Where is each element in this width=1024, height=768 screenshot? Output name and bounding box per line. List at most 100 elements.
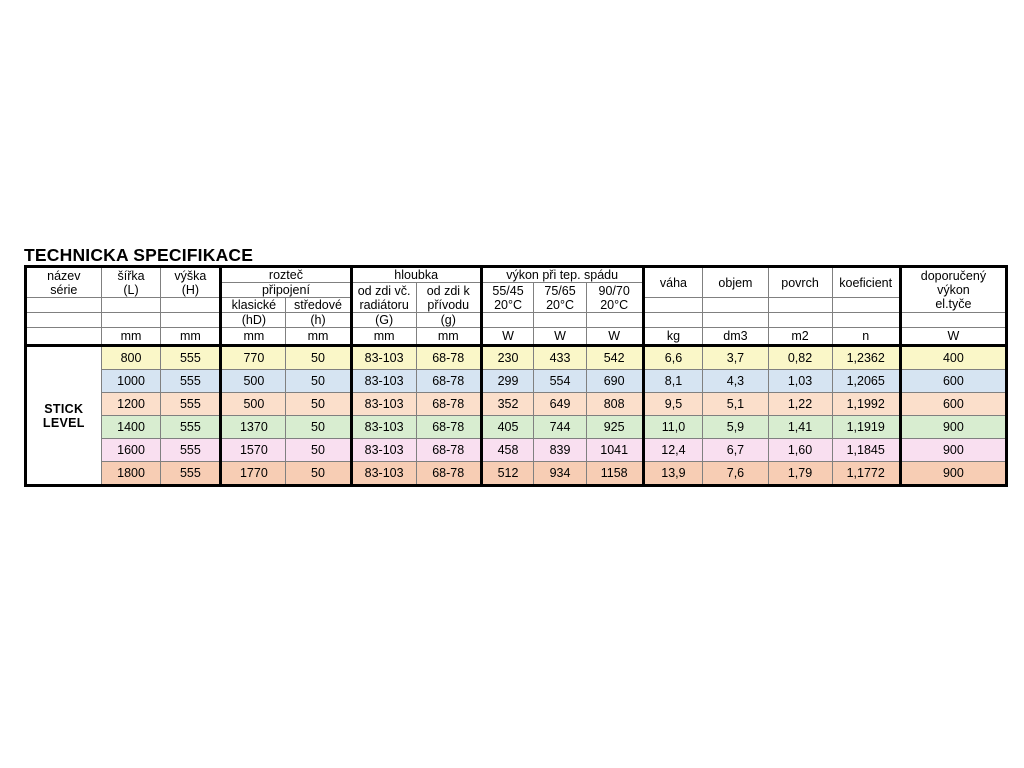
cell-t9070: 925 bbox=[585, 415, 644, 439]
cell-od-zdi-k: 68-78 bbox=[415, 392, 482, 416]
table-header-group: název série šířka (L) výška (H) rozteč h… bbox=[24, 265, 1009, 347]
header-vaha: váha bbox=[641, 265, 704, 298]
cell-vyska: 555 bbox=[160, 345, 222, 370]
cell-od-zdi-vc: 83-103 bbox=[349, 345, 417, 370]
cell-doporuceny: 400 bbox=[898, 345, 1009, 370]
cell-t9070: 542 bbox=[585, 345, 644, 370]
symbol-spacer-vyska bbox=[160, 312, 222, 328]
symbol-spacer-t5545 bbox=[479, 312, 535, 328]
cell-koeficient: 1,1772 bbox=[831, 461, 901, 487]
header-spacer-sirka bbox=[100, 297, 162, 313]
header-klasicke: klasické bbox=[219, 297, 287, 313]
symbol-spacer-t9070 bbox=[585, 312, 644, 328]
unit-vyska: mm bbox=[160, 327, 222, 347]
header-temp-90-70: 90/70 20°C bbox=[585, 282, 644, 313]
table-data-group: STICK LEVEL 800 555 770 50 83-103 68-78 230 433 54… bbox=[24, 345, 1009, 487]
cell-stredove: 50 bbox=[285, 392, 352, 416]
cell-stredove: 50 bbox=[285, 345, 352, 370]
cell-sirka: 1800 bbox=[100, 461, 162, 487]
header-od-zdi-vc-radiatoru: od zdi vč. radiátoru bbox=[349, 282, 417, 313]
cell-doporuceny: 900 bbox=[898, 461, 1009, 487]
cell-objem: 6,7 bbox=[702, 438, 769, 462]
header-temp-55-45: 55/45 20°C bbox=[479, 282, 535, 313]
cell-objem: 5,1 bbox=[702, 392, 769, 416]
cell-vyska: 555 bbox=[160, 392, 222, 416]
table-row: 1400 555 1370 50 83-103 68-78 405 744 925 11,0 5,9… bbox=[26, 415, 1009, 439]
series-name-cell: STICK LEVEL bbox=[24, 345, 102, 487]
header-koeficient: koeficient bbox=[831, 265, 901, 298]
cell-koeficient: 1,1919 bbox=[831, 415, 901, 439]
cell-doporuceny: 900 bbox=[898, 438, 1009, 462]
cell-objem: 4,3 bbox=[702, 369, 769, 393]
header-roztec: rozteč bbox=[219, 265, 352, 283]
cell-povrch: 1,22 bbox=[767, 392, 833, 416]
header-doporuceny-vykon-el-tyce: doporučený výkon el.tyče bbox=[898, 265, 1009, 313]
cell-povrch: 0,82 bbox=[767, 345, 833, 370]
table-row: 1800 555 1770 50 83-103 68-78 512 934 1158 13,9 7,… bbox=[26, 461, 1009, 487]
unit-od-zdi-k: mm bbox=[415, 327, 482, 347]
cell-doporuceny: 600 bbox=[898, 369, 1009, 393]
table-row: 1600 555 1570 50 83-103 68-78 458 839 1041 12,4 6,… bbox=[26, 438, 1009, 462]
header-row-units: mm mm mm mm mm mm W W W kg dm3 m2 n W bbox=[24, 327, 1009, 347]
cell-stredove: 50 bbox=[285, 415, 352, 439]
symbol-od-zdi-k-g: (g) bbox=[415, 312, 482, 328]
header-spacer-koeficient bbox=[831, 297, 901, 313]
cell-klasicke: 500 bbox=[219, 392, 287, 416]
cell-povrch: 1,41 bbox=[767, 415, 833, 439]
cell-t9070: 1158 bbox=[585, 461, 644, 487]
series-name-line-1: STICK bbox=[44, 401, 84, 416]
cell-vaha: 6,6 bbox=[641, 345, 704, 370]
cell-vaha: 12,4 bbox=[641, 438, 704, 462]
header-row-1: název série šířka (L) výška (H) rozteč h… bbox=[24, 265, 1009, 313]
cell-doporuceny: 900 bbox=[898, 415, 1009, 439]
header-vyska: výška (H) bbox=[160, 265, 222, 298]
unit-t5545: W bbox=[479, 327, 535, 347]
cell-od-zdi-k: 68-78 bbox=[415, 438, 482, 462]
cell-od-zdi-vc: 83-103 bbox=[349, 415, 417, 439]
cell-od-zdi-k: 68-78 bbox=[415, 415, 482, 439]
symbol-spacer-doporuceny bbox=[898, 312, 1009, 328]
cell-klasicke: 1570 bbox=[219, 438, 287, 462]
header-stredove: středové bbox=[285, 297, 352, 313]
cell-koeficient: 1,1845 bbox=[831, 438, 901, 462]
cell-od-zdi-k: 68-78 bbox=[415, 369, 482, 393]
cell-vaha: 11,0 bbox=[641, 415, 704, 439]
symbol-spacer-sirka bbox=[100, 312, 162, 328]
cell-t9070: 808 bbox=[585, 392, 644, 416]
symbol-spacer-nazev bbox=[24, 312, 102, 328]
cell-sirka: 800 bbox=[100, 345, 162, 370]
header-objem: objem bbox=[702, 265, 769, 298]
cell-objem: 5,9 bbox=[702, 415, 769, 439]
table-row: 1000 555 500 50 83-103 68-78 299 554 690 8,1 4,3 1,… bbox=[26, 369, 1009, 393]
cell-stredove: 50 bbox=[285, 461, 352, 487]
header-spacer-nazev bbox=[24, 297, 102, 313]
cell-od-zdi-vc: 83-103 bbox=[349, 369, 417, 393]
cell-t5545: 458 bbox=[479, 438, 535, 462]
symbol-spacer-t7565 bbox=[533, 312, 587, 328]
unit-klasicke: mm bbox=[219, 327, 287, 347]
cell-vyska: 555 bbox=[160, 415, 222, 439]
header-spacer-povrch bbox=[767, 297, 833, 313]
cell-povrch: 1,60 bbox=[767, 438, 833, 462]
cell-od-zdi-vc: 83-103 bbox=[349, 392, 417, 416]
cell-koeficient: 1,2065 bbox=[831, 369, 901, 393]
header-spacer-objem bbox=[702, 297, 769, 313]
cell-t5545: 405 bbox=[479, 415, 535, 439]
cell-od-zdi-k: 68-78 bbox=[415, 345, 482, 370]
unit-stredove: mm bbox=[285, 327, 352, 347]
unit-sirka: mm bbox=[100, 327, 162, 347]
cell-klasicke: 770 bbox=[219, 345, 287, 370]
cell-objem: 7,6 bbox=[702, 461, 769, 487]
cell-t9070: 1041 bbox=[585, 438, 644, 462]
technical-specification-table: název série šířka (L) výška (H) rozteč h… bbox=[24, 265, 1009, 487]
cell-t7565: 433 bbox=[533, 345, 587, 370]
symbol-spacer-koeficient bbox=[831, 312, 901, 328]
cell-sirka: 1200 bbox=[100, 392, 162, 416]
cell-klasicke: 1770 bbox=[219, 461, 287, 487]
cell-povrch: 1,79 bbox=[767, 461, 833, 487]
unit-doporuceny: W bbox=[898, 327, 1009, 347]
cell-vyska: 555 bbox=[160, 369, 222, 393]
cell-t7565: 554 bbox=[533, 369, 587, 393]
header-hloubka: hloubka bbox=[349, 265, 482, 283]
